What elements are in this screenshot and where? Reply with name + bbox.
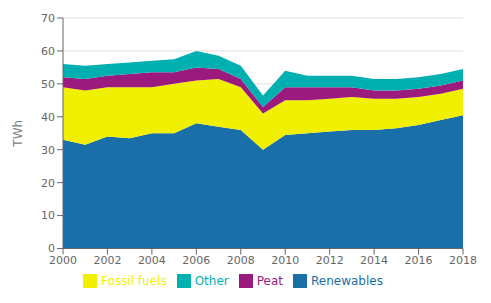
html-text:Other: Other [194, 273, 229, 288]
svg-text:2016: 2016 [405, 254, 433, 267]
svg-text:40: 40 [41, 111, 55, 124]
svg-text:2004: 2004 [138, 254, 166, 267]
html-text:Renewables: Renewables [311, 273, 383, 288]
svg-text:30: 30 [41, 144, 55, 157]
svg-text:50: 50 [41, 78, 55, 91]
svg-text:2006: 2006 [182, 254, 210, 267]
svg-text:TWh: TWh [11, 120, 25, 148]
svg-text:2000: 2000 [49, 254, 77, 267]
svg-text:2010: 2010 [271, 254, 299, 267]
svg-text:2008: 2008 [227, 254, 255, 267]
svg-text:10: 10 [41, 209, 55, 222]
svg-text:20: 20 [41, 177, 55, 190]
svg-text:60: 60 [41, 45, 55, 58]
svg-text:0: 0 [48, 242, 55, 255]
svg-text:2018: 2018 [449, 254, 477, 267]
svg-text:2012: 2012 [316, 254, 344, 267]
html-text:Peat: Peat [256, 273, 283, 288]
svg-text:2014: 2014 [360, 254, 388, 267]
svg-text:2002: 2002 [93, 254, 121, 267]
svg-text:70: 70 [41, 12, 55, 25]
html-text:Fossil fuels: Fossil fuels [101, 273, 167, 288]
